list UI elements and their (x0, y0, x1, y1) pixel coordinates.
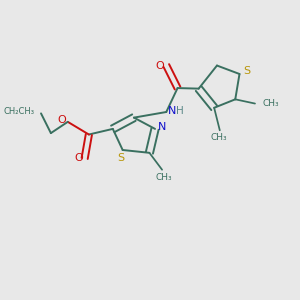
Text: H: H (176, 106, 184, 116)
Text: O: O (58, 115, 67, 124)
Text: N: N (158, 122, 166, 132)
Text: CH₃: CH₃ (263, 99, 280, 108)
Text: S: S (118, 153, 125, 163)
Text: S: S (243, 66, 250, 76)
Text: CH₃: CH₃ (210, 133, 227, 142)
Text: CH₂CH₃: CH₂CH₃ (4, 106, 35, 116)
Text: N: N (168, 106, 176, 116)
Text: O: O (156, 61, 164, 70)
Text: CH₃: CH₃ (155, 173, 172, 182)
Text: O: O (74, 153, 83, 164)
